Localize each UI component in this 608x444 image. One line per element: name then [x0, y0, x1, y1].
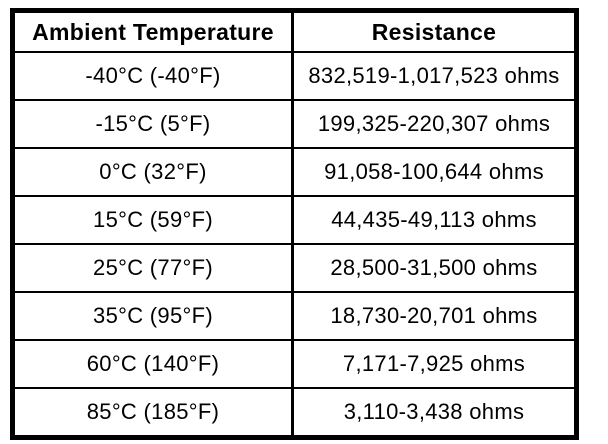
resistance-cell: 832,519-1,017,523 ohms — [291, 51, 578, 101]
table-row: 15°C (59°F) 44,435-49,113 ohms — [11, 195, 578, 245]
temperature-cell: -40°C (-40°F) — [11, 51, 294, 101]
table-row: -15°C (5°F) 199,325-220,307 ohms — [11, 99, 578, 149]
header-resistance: Resistance — [291, 9, 578, 53]
table-row: 35°C (95°F) 18,730-20,701 ohms — [11, 291, 578, 341]
temperature-cell: 35°C (95°F) — [11, 291, 294, 341]
temperature-cell: 25°C (77°F) — [11, 243, 294, 293]
resistance-cell: 199,325-220,307 ohms — [291, 99, 578, 149]
resistance-table: Ambient Temperature Resistance -40°C (-4… — [10, 8, 579, 440]
table-row: 25°C (77°F) 28,500-31,500 ohms — [11, 243, 578, 293]
temperature-cell: 60°C (140°F) — [11, 339, 294, 389]
temperature-cell: -15°C (5°F) — [11, 99, 294, 149]
resistance-cell: 91,058-100,644 ohms — [291, 147, 578, 197]
header-ambient-temperature: Ambient Temperature — [11, 9, 294, 53]
temperature-cell: 85°C (185°F) — [11, 387, 294, 439]
table-row: 60°C (140°F) 7,171-7,925 ohms — [11, 339, 578, 389]
table-body: -40°C (-40°F) 832,519-1,017,523 ohms -15… — [11, 51, 578, 439]
table-row: 85°C (185°F) 3,110-3,438 ohms — [11, 387, 578, 439]
table-row: -40°C (-40°F) 832,519-1,017,523 ohms — [11, 51, 578, 101]
resistance-cell: 44,435-49,113 ohms — [291, 195, 578, 245]
temperature-cell: 0°C (32°F) — [11, 147, 294, 197]
resistance-cell: 28,500-31,500 ohms — [291, 243, 578, 293]
header-row: Ambient Temperature Resistance — [11, 9, 578, 53]
temperature-cell: 15°C (59°F) — [11, 195, 294, 245]
resistance-cell: 7,171-7,925 ohms — [291, 339, 578, 389]
resistance-cell: 18,730-20,701 ohms — [291, 291, 578, 341]
resistance-cell: 3,110-3,438 ohms — [291, 387, 578, 439]
table-header: Ambient Temperature Resistance — [11, 9, 578, 53]
table-row: 0°C (32°F) 91,058-100,644 ohms — [11, 147, 578, 197]
